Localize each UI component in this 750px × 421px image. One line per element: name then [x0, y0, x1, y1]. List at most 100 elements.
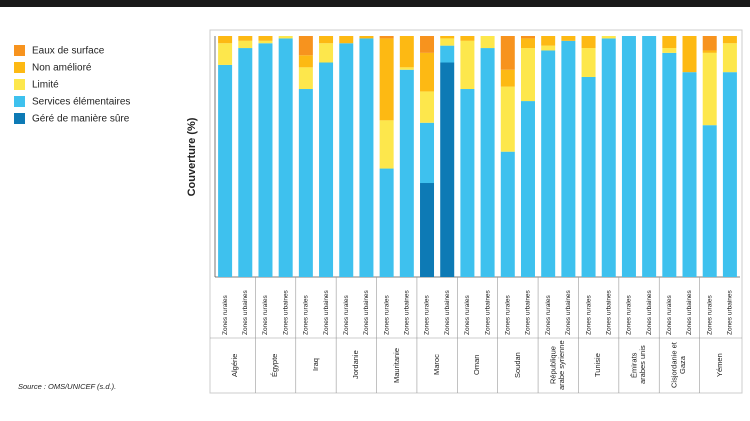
- group-label-box: République arabe syrienne: [548, 340, 567, 390]
- x-tick-label: Zones urbaines: [686, 289, 693, 335]
- bar-segment: [379, 120, 394, 169]
- bar-segment: [561, 40, 576, 277]
- bar-segment: [460, 36, 475, 41]
- bar-segment: [218, 36, 233, 44]
- bar-segment: [500, 86, 515, 152]
- legend-swatch: [14, 113, 25, 124]
- group-label-box: Jordanie: [351, 350, 361, 380]
- bar-segment: [278, 36, 293, 39]
- bar-segment: [702, 52, 717, 126]
- x-tick-label: Zones urbaines: [242, 289, 249, 335]
- bar-segment: [440, 62, 455, 278]
- legend-swatch: [14, 96, 25, 107]
- x-tick-label: Zones urbaines: [484, 289, 491, 335]
- bar-segment: [258, 43, 273, 278]
- bar-segment: [359, 36, 374, 39]
- group-label-box: Algérie: [229, 353, 239, 377]
- x-tick-label: Zones urbaines: [404, 289, 411, 335]
- x-tick-label: Zones urbaines: [444, 289, 451, 335]
- group-label-box: Égypte: [270, 353, 279, 376]
- x-tick-label: Zones urbaines: [565, 289, 572, 335]
- group-label: Maroc: [431, 354, 441, 376]
- bar-segment: [561, 36, 576, 41]
- legend-label: Services élémentaires: [32, 97, 130, 108]
- group-label-box: Soudan: [513, 352, 522, 378]
- bar-segment: [541, 45, 556, 51]
- group-label: Oman: [472, 354, 482, 376]
- bar-segment: [500, 36, 515, 70]
- legend-label: Non amélioré: [32, 63, 92, 74]
- bar-segment: [702, 125, 717, 277]
- bar-segment: [702, 36, 717, 51]
- x-tick-label: Zones rurales: [706, 295, 713, 335]
- bar-segment: [238, 48, 253, 277]
- bar-segment: [420, 91, 435, 123]
- bar-segment: [399, 36, 414, 68]
- source: Source : OMS/UNICEF (s.d.).: [18, 382, 116, 391]
- bar-segment: [480, 36, 495, 49]
- bar-segment: [520, 38, 535, 49]
- bar-segment: [662, 52, 677, 278]
- bar-segment: [298, 36, 313, 56]
- header-strip: [0, 0, 750, 7]
- bar-segment: [359, 38, 374, 277]
- bar-segment: [662, 36, 677, 49]
- x-tick-label: Zones rurales: [303, 295, 310, 335]
- x-tick-label: Zones rurales: [666, 295, 673, 335]
- group-label: République arabe syrienne: [548, 340, 567, 390]
- y-axis-label: Couverture (%): [186, 117, 198, 196]
- bar-segment: [662, 48, 677, 53]
- bar-segment: [581, 36, 596, 49]
- group-label: Jordanie: [351, 350, 361, 380]
- x-tick-label: Zones urbaines: [282, 289, 289, 335]
- group-label-box: Émirats arabes unis: [629, 345, 648, 385]
- bar-segment: [702, 50, 717, 53]
- bar-segment: [339, 36, 354, 44]
- bar-segment: [278, 38, 293, 277]
- x-tick-label: Zones rurales: [464, 295, 471, 335]
- bar-segment: [682, 36, 697, 73]
- group-label: Algérie: [229, 353, 239, 377]
- bar-segment: [298, 55, 313, 68]
- bar-segment: [520, 101, 535, 277]
- bar-segment: [682, 72, 697, 278]
- legend-label: Géré de manière sûre: [32, 114, 130, 125]
- bar-segment: [440, 45, 455, 63]
- group-label: Mauritanie: [391, 347, 401, 383]
- bar-segment: [440, 36, 455, 39]
- bar-segment: [420, 36, 435, 53]
- bar-segment: [480, 48, 495, 277]
- x-tick-label: Zones rurales: [505, 295, 512, 335]
- bar-segment: [601, 36, 616, 39]
- x-tick-label: Zones rurales: [626, 295, 633, 335]
- bar-segment: [319, 43, 334, 63]
- bar-segment: [319, 36, 334, 44]
- bar-segment: [379, 38, 394, 121]
- bar-segment: [339, 43, 354, 278]
- bar-segment: [722, 43, 737, 73]
- bar-segment: [298, 67, 313, 90]
- legend-label: Eaux de surface: [32, 46, 105, 57]
- x-tick-label: Zones rurales: [262, 295, 269, 335]
- group-label: Cisjordanie et Gaza: [669, 342, 688, 388]
- x-tick-label: Zones rurales: [343, 295, 350, 335]
- x-tick-label: Zones urbaines: [646, 289, 653, 335]
- group-label: Émirats arabes unis: [629, 345, 648, 385]
- bar-segment: [520, 48, 535, 102]
- x-tick-label: Zones rurales: [585, 295, 592, 335]
- bar-segment: [520, 36, 535, 39]
- group-label-box: Yémen: [714, 353, 724, 377]
- group-label-box: Iraq: [311, 359, 320, 372]
- legend-swatch: [14, 62, 25, 73]
- bar-segment: [420, 122, 435, 184]
- bar-segment: [460, 40, 475, 90]
- bar-segment: [319, 62, 334, 278]
- x-tick-label: Zones urbaines: [323, 289, 330, 335]
- bar-segment: [420, 52, 435, 92]
- x-tick-label: Zones urbaines: [727, 289, 734, 335]
- x-tick-label: Zones urbaines: [363, 289, 370, 335]
- legend-swatch: [14, 45, 25, 56]
- bar-segment: [238, 40, 253, 49]
- bar-segment: [541, 36, 556, 46]
- group-label: Yémen: [714, 353, 724, 377]
